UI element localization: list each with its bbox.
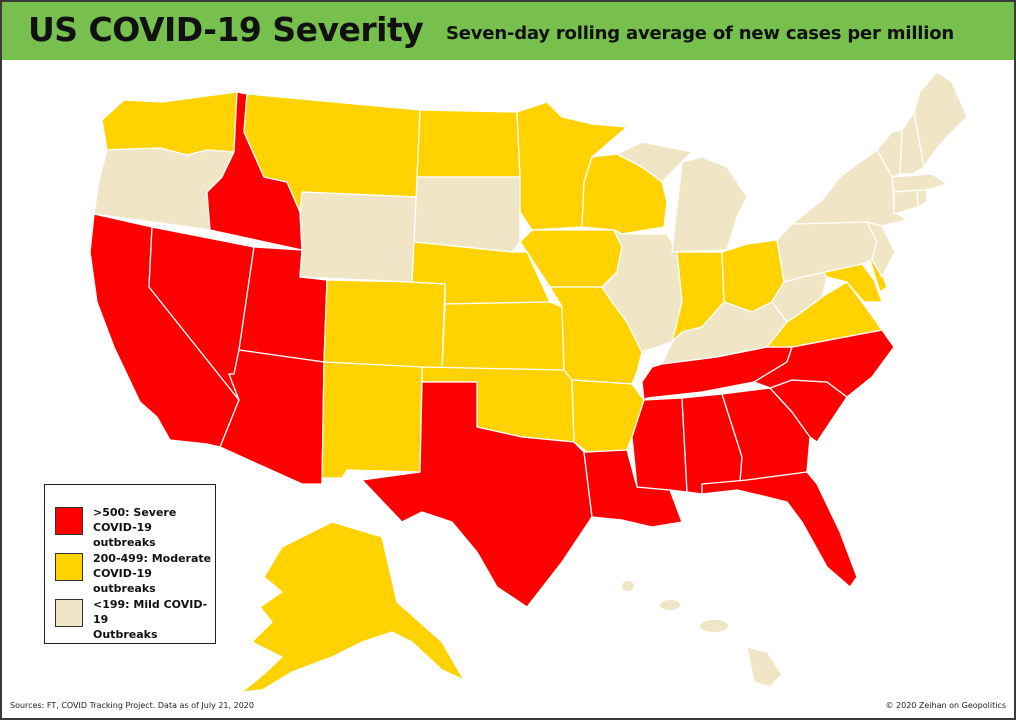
state-MS	[631, 397, 688, 493]
state-HI-kauai	[622, 581, 634, 591]
state-TN	[641, 346, 793, 401]
state-WY	[299, 191, 418, 283]
legend-swatch-severe	[55, 507, 83, 535]
state-ME	[913, 71, 968, 168]
legend-label-severe: >500: Severe COVID-19 outbreaks	[93, 506, 177, 549]
legend-label-mild: <199: Mild COVID-19 Outbreaks	[93, 598, 208, 641]
copyright-note: © 2020 Zeihan on Geopolitics	[885, 701, 1006, 710]
state-AR	[571, 379, 645, 453]
state-AZ	[219, 349, 325, 485]
state-NH	[899, 111, 925, 175]
state-MA	[891, 173, 948, 193]
legend-item-moderate: 200-499: Moderate COVID-19 outbreaks	[55, 549, 215, 595]
state-HI-oahu	[660, 600, 680, 610]
state-ND	[416, 109, 521, 178]
legend-item-mild: <199: Mild COVID-19 Outbreaks	[55, 595, 215, 641]
state-RI	[916, 189, 928, 208]
state-HI	[746, 646, 783, 688]
header-bar: US COVID-19 Severity Seven-day rolling a…	[2, 2, 1014, 60]
legend-label-moderate: 200-499: Moderate COVID-19 outbreaks	[93, 552, 212, 595]
state-AK	[241, 521, 465, 693]
state-SD	[413, 176, 521, 253]
source-note: Sources: FT, COVID Tracking Project. Dat…	[10, 701, 254, 710]
state-WA	[101, 91, 238, 156]
state-LA	[583, 449, 683, 528]
map-subtitle: Seven-day rolling average of new cases p…	[446, 23, 955, 44]
legend-swatch-moderate	[55, 553, 83, 581]
state-WI	[581, 153, 668, 235]
state-TX	[361, 381, 593, 608]
state-IL	[601, 229, 683, 353]
state-CT	[893, 189, 919, 215]
state-MI	[671, 156, 748, 253]
legend-item-severe: >500: Severe COVID-19 outbreaks	[55, 503, 215, 549]
legend: >500: Severe COVID-19 outbreaks 200-499:…	[44, 484, 216, 644]
state-CO	[323, 279, 446, 371]
state-HI-maui	[700, 620, 728, 632]
state-FL	[701, 471, 858, 588]
legend-swatch-mild	[55, 599, 83, 627]
state-KS	[441, 301, 565, 371]
state-NC	[753, 329, 895, 398]
state-MI-UP	[616, 141, 693, 183]
state-NM	[321, 361, 423, 485]
map-title: US COVID-19 Severity	[28, 10, 424, 49]
